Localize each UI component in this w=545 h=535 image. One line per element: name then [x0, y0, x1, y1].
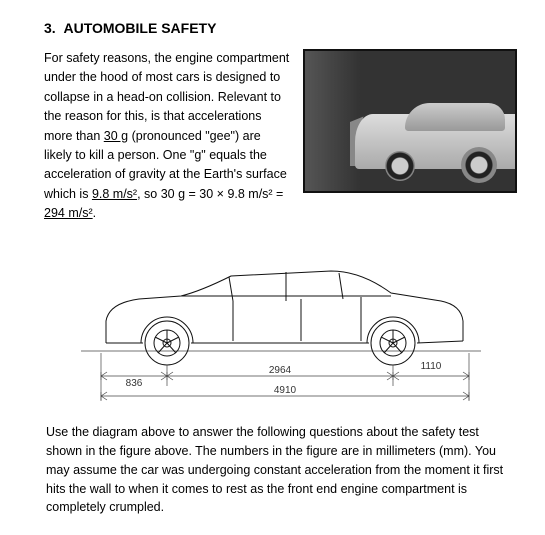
intro-text-3: , so 30 g = 30 × 9.8 m/s² = [137, 187, 283, 201]
instruction-paragraph: Use the diagram above to answer the foll… [46, 423, 511, 517]
front-wheel-icon [145, 321, 189, 365]
limit-value: 30 g [104, 129, 128, 143]
dim-total-length: 4910 [273, 385, 296, 396]
crash-photo [303, 49, 517, 193]
section-heading: 3. AUTOMOBILE SAFETY [44, 18, 517, 39]
dim-front-overhang: 836 [125, 378, 142, 389]
result-value: 294 m/s² [44, 206, 93, 220]
dim-wheelbase: 2964 [268, 365, 291, 376]
rear-wheel-icon [371, 321, 415, 365]
g-value: 9.8 m/s² [92, 187, 137, 201]
intro-paragraph: For safety reasons, the engine compartme… [44, 49, 291, 223]
dim-rear-overhang: 1110 [420, 361, 441, 372]
car-dimension-diagram: 836 2964 1110 4910 [44, 241, 517, 411]
heading-title: AUTOMOBILE SAFETY [63, 20, 216, 36]
intro-text-4: . [93, 206, 96, 220]
heading-number: 3. [44, 20, 56, 36]
